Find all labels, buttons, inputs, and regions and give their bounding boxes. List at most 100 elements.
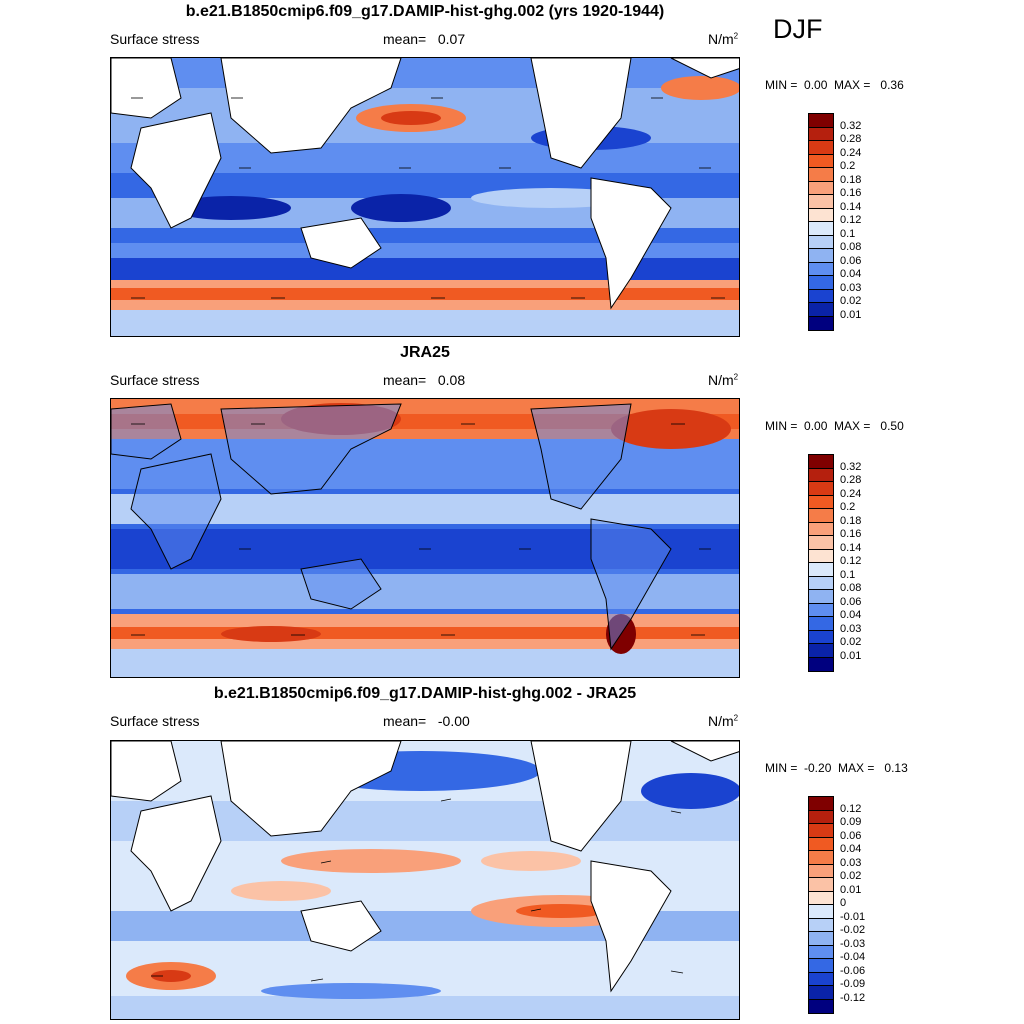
panel-3-units-sup: 2 [733, 713, 739, 723]
colorbar-swatch [809, 851, 833, 865]
colorbar-tick-label: 0.32 [840, 460, 862, 473]
colorbar-tick-label: 0.01 [840, 308, 862, 321]
panel-3-field-svg [111, 741, 739, 1019]
panel-3-max-label: MAX = [838, 761, 875, 775]
panel-3-mean: mean= -0.00 [383, 713, 470, 729]
panel-3-min-label: MIN = [765, 761, 798, 775]
panel-1-min-label: MIN = [765, 78, 798, 92]
colorbar-swatch [809, 468, 833, 482]
colorbar-swatch [809, 590, 833, 604]
colorbar-swatch [809, 181, 833, 195]
colorbar-tick-label: 0.18 [840, 514, 862, 527]
colorbar-swatch [809, 303, 833, 317]
colorbar-tick-label: 0.1 [840, 227, 856, 240]
panel-2-min-label: MIN = [765, 419, 798, 433]
colorbar-swatch [809, 617, 833, 631]
colorbar-tick-label: 0.02 [840, 636, 862, 648]
panel-3-units-text: N/m [708, 713, 734, 729]
panel-1-map [110, 57, 740, 337]
panel-1-title: b.e21.B1850cmip6.f09_g17.DAMIP-hist-ghg.… [185, 3, 665, 20]
panel-1-units: N/m2 [708, 31, 738, 47]
panel-2-mean-value: 0.08 [437, 372, 466, 388]
colorbar-swatch [809, 905, 833, 919]
panel-1-colorbar [808, 113, 834, 331]
colorbar-tick-label: -0.06 [840, 964, 866, 977]
panel-2-minmax: MIN = 0.00 MAX = 0.50 [765, 419, 904, 433]
colorbar-tick-label: 0.28 [840, 474, 862, 486]
colorbar-tick-label: 0.2 [840, 160, 856, 172]
colorbar-tick-label: 0.14 [840, 541, 862, 554]
panel-2-field-svg [111, 399, 739, 677]
colorbar-swatch [809, 195, 833, 209]
panel-2-min-value: 0.00 [804, 419, 828, 433]
colorbar-swatch [809, 945, 833, 959]
panel-3-minmax: MIN = -0.20 MAX = 0.13 [765, 761, 908, 775]
panel-2-units: N/m2 [708, 372, 738, 388]
panel-1-mean-value: 0.07 [437, 31, 466, 47]
colorbar-tick-label: 0.28 [840, 133, 862, 145]
panel-2-max-label: MAX = [834, 419, 871, 433]
season-label: DJF [773, 14, 823, 44]
colorbar-swatch [809, 603, 833, 617]
colorbar-swatch [809, 276, 833, 290]
panel-3-units: N/m2 [708, 713, 738, 729]
colorbar-tick-label: -0.03 [840, 937, 866, 950]
colorbar-swatch [809, 455, 833, 469]
panel-1-min-value: 0.00 [804, 78, 828, 92]
panel-1-max-label: MAX = [834, 78, 871, 92]
colorbar-tick-label: 0 [840, 897, 847, 909]
colorbar-tick-label: 0.12 [840, 214, 862, 226]
colorbar-tick-label: 0.16 [840, 528, 862, 540]
colorbar-swatch [809, 536, 833, 550]
colorbar-swatch [809, 630, 833, 644]
panel-2-colorbar [808, 454, 834, 672]
colorbar-swatch [809, 549, 833, 563]
colorbar-swatch [809, 837, 833, 851]
colorbar-swatch [809, 576, 833, 590]
panel-2-land [111, 403, 672, 651]
colorbar-tick-label: 0.08 [840, 582, 862, 594]
panel-3-colorbar [808, 796, 834, 1014]
colorbar-tick-label: 0.04 [840, 268, 862, 280]
colorbar-swatch [809, 222, 833, 236]
panel-1-minmax: MIN = 0.00 MAX = 0.36 [765, 78, 904, 92]
colorbar-tick-label: -0.09 [840, 978, 866, 990]
colorbar-tick-label: 0.08 [840, 241, 862, 253]
panel-1-max-value: 0.36 [880, 78, 904, 92]
panel-1-mean: mean= 0.07 [383, 31, 465, 47]
colorbar-swatch [809, 114, 833, 128]
colorbar-swatch [809, 563, 833, 577]
colorbar-swatch [809, 986, 833, 1000]
panel-3-map [110, 740, 740, 1020]
panel-3-land [111, 741, 739, 993]
colorbar-tick-label: 0.24 [840, 146, 862, 159]
colorbar-swatch [809, 127, 833, 141]
colorbar-tick-label: 0.04 [840, 609, 862, 621]
colorbar-tick-label: 0.06 [840, 254, 862, 267]
panel-1-units-sup: 2 [733, 31, 739, 41]
colorbar-tick-label: 0.24 [840, 487, 862, 500]
colorbar-swatch [809, 249, 833, 263]
colorbar-tick-label: 0.18 [840, 173, 862, 186]
panel-3-variable: Surface stress [110, 713, 200, 729]
colorbar-swatch [809, 289, 833, 303]
colorbar-swatch [809, 864, 833, 878]
colorbar-tick-label: 0.12 [840, 555, 862, 567]
colorbar-swatch [809, 235, 833, 249]
colorbar-tick-label: 0.01 [840, 883, 862, 896]
colorbar-tick-label: -0.02 [840, 924, 866, 936]
colorbar-tick-label: -0.01 [840, 910, 866, 923]
colorbar-tick-label: 0.32 [840, 119, 862, 132]
colorbar-swatch [809, 810, 833, 824]
panel-3-max-value: 0.13 [884, 761, 908, 775]
panel-1-arrows [131, 97, 725, 299]
panel-2-mean: mean= 0.08 [383, 372, 465, 388]
colorbar-tick-label: 0.1 [840, 568, 856, 581]
panel-2-variable: Surface stress [110, 372, 200, 388]
colorbar-tick-label: 0.03 [840, 622, 862, 635]
colorbar-swatch [809, 141, 833, 155]
colorbar-swatch [809, 999, 833, 1013]
panel-2-units-sup: 2 [733, 372, 739, 382]
colorbar-swatch [809, 959, 833, 973]
panel-1-variable: Surface stress [110, 31, 200, 47]
